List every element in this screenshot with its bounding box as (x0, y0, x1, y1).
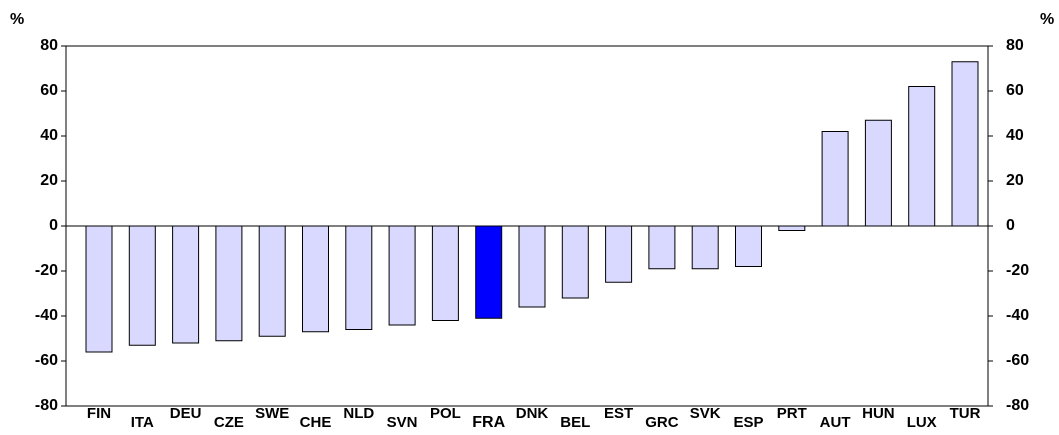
bar (215, 225, 243, 342)
x-tick-label: NLD (343, 405, 374, 422)
bar (821, 131, 849, 227)
x-tick-label: ITA (131, 414, 154, 430)
y-tick-label: 60 (40, 82, 58, 99)
y2-tick-label: 80 (1006, 37, 1024, 54)
y2-tick-label: 40 (1006, 127, 1024, 144)
x-tick-label: GRC (645, 414, 679, 430)
y-tick-label: 40 (40, 127, 58, 144)
bar (908, 86, 936, 227)
x-tick-label: EST (604, 405, 633, 422)
y2-tick-label: -60 (1006, 352, 1029, 369)
bar (302, 225, 329, 333)
x-tick-label: POL (430, 405, 461, 422)
bar (864, 119, 892, 227)
y2-tick-label: 20 (1006, 172, 1024, 189)
y-tick-label: 20 (40, 172, 58, 189)
bar (605, 225, 633, 283)
bar (172, 225, 200, 344)
x-tick-label: BEL (560, 414, 590, 430)
x-tick-label: TUR (950, 405, 981, 422)
x-tick-label: SVN (387, 414, 418, 430)
bar (561, 225, 589, 299)
x-tick-label: AUT (820, 414, 851, 430)
y-tick-label: -80 (35, 397, 58, 414)
y2-axis-label: % (1040, 11, 1054, 28)
bar (648, 225, 676, 270)
y-tick-label: -40 (35, 307, 58, 324)
x-tick-label: FRA (472, 414, 505, 430)
x-tick-label: LUX (907, 414, 937, 430)
x-tick-label: HUN (862, 405, 895, 422)
bar (735, 225, 762, 267)
bar (388, 225, 416, 326)
y2-tick-label: 0 (1006, 217, 1015, 234)
bar (431, 225, 459, 321)
y-axis-label: % (10, 11, 24, 28)
bar (475, 225, 503, 319)
x-tick-label: DEU (170, 405, 202, 422)
x-tick-label: SWE (255, 405, 289, 422)
x-tick-label: ESP (733, 414, 763, 430)
y-tick-label: 0 (49, 217, 58, 234)
x-tick-label: PRT (777, 405, 807, 422)
x-tick-label: FIN (87, 405, 111, 422)
x-tick-label: SVK (690, 405, 721, 422)
x-tick-label: CHE (300, 414, 332, 430)
bar (85, 225, 113, 353)
y2-tick-label: 60 (1006, 82, 1024, 99)
bar (518, 225, 546, 308)
bar (258, 225, 286, 337)
y-tick-label: -60 (35, 352, 58, 369)
y2-tick-label: -80 (1006, 397, 1029, 414)
y-tick-label: 80 (40, 37, 58, 54)
x-tick-label: DNK (516, 405, 549, 422)
bar (951, 61, 979, 227)
y2-tick-label: -40 (1006, 307, 1029, 324)
bar (778, 225, 806, 231)
bar (128, 225, 156, 346)
y2-tick-label: -20 (1006, 262, 1029, 279)
bar (691, 225, 719, 270)
y-tick-label: -20 (35, 262, 58, 279)
bar (345, 225, 373, 330)
x-tick-label: CZE (214, 414, 244, 430)
